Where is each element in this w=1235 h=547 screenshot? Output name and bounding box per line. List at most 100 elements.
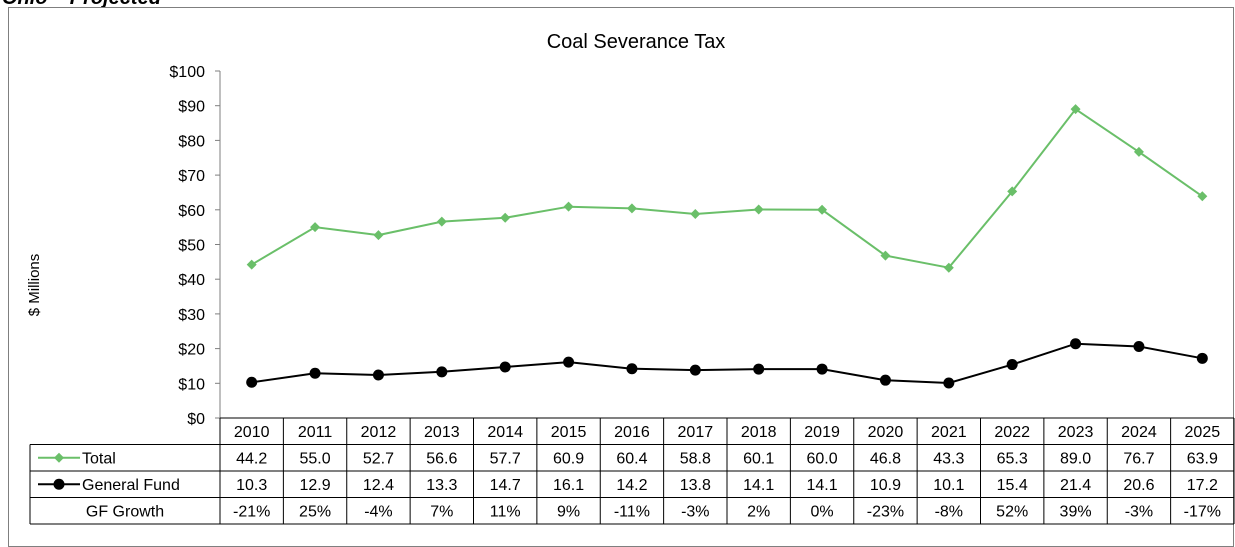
x-category-label: 2015 — [551, 424, 587, 441]
table-cell: 15.4 — [997, 477, 1028, 494]
data-point — [309, 367, 321, 379]
x-category-label: 2017 — [678, 424, 714, 441]
table-cell: -4% — [364, 504, 392, 521]
table-cell: -23% — [867, 504, 904, 521]
data-point — [373, 230, 384, 241]
table-cell: 16.1 — [553, 477, 584, 494]
axes: $0 $10 $20 $30 $40 $50 $60 $70 $80 $90 $100 — [169, 64, 221, 428]
data-point — [753, 204, 764, 215]
table-cell: 63.9 — [1187, 451, 1218, 468]
data-point — [1133, 146, 1144, 157]
legend-marker-diamond — [54, 452, 64, 463]
table-cell: 14.2 — [616, 477, 647, 494]
table-cell: 7% — [430, 504, 453, 521]
table-cell: 12.4 — [363, 477, 394, 494]
table-cell: 52.7 — [363, 451, 394, 468]
y-tick-label: $50 — [178, 238, 205, 255]
y-tick-label: $30 — [178, 307, 205, 324]
table-cell: -11% — [614, 504, 650, 521]
x-category-label: 2013 — [424, 424, 460, 441]
data-point — [563, 356, 575, 368]
table-cell: -17% — [1184, 504, 1221, 521]
x-category-label: 2014 — [487, 424, 523, 441]
y-tick-label: $70 — [178, 168, 205, 185]
page-heading: Ohio – Projected — [2, 0, 161, 10]
data-point — [1007, 186, 1018, 197]
x-category-label: 2011 — [298, 424, 333, 441]
table-cell: 2% — [747, 504, 770, 521]
data-point — [1070, 104, 1081, 115]
data-point — [880, 250, 891, 261]
data-point — [626, 203, 637, 214]
data-point — [690, 208, 701, 219]
y-tick-label: $40 — [178, 272, 205, 289]
table-cell: 60.9 — [553, 451, 584, 468]
data-point — [1196, 352, 1208, 364]
data-point — [879, 374, 891, 386]
x-category-label: 2023 — [1058, 424, 1094, 441]
y-tick-label: $0 — [187, 411, 205, 428]
table-cell: 39% — [1060, 504, 1092, 521]
data-table: 2010 2011 2012 2013 2014 2015 2016 2017 2018 2019… — [29, 417, 1235, 525]
table-cell: 17.2 — [1187, 477, 1218, 494]
table-cell: 10.1 — [933, 477, 964, 494]
data-point — [816, 363, 828, 375]
table-cell: 25% — [299, 504, 331, 521]
y-tick-label: $10 — [178, 376, 205, 393]
data-point — [943, 377, 955, 389]
x-category-label: 2022 — [994, 424, 1030, 441]
data-point — [246, 259, 257, 270]
data-point — [500, 212, 511, 223]
x-category-label: 2024 — [1121, 424, 1157, 441]
x-category-label: 2025 — [1185, 424, 1221, 441]
table-cell: 14.7 — [490, 477, 521, 494]
table-cell: 14.1 — [806, 477, 837, 494]
chart-title: Coal Severance Tax — [547, 31, 726, 53]
data-point — [563, 201, 574, 212]
x-category-label: 2021 — [931, 424, 967, 441]
table-cell: 60.0 — [806, 451, 837, 468]
table-row-label: GF Growth — [86, 504, 164, 521]
x-category-label: 2020 — [868, 424, 904, 441]
table-cell: 76.7 — [1123, 451, 1154, 468]
table-cell: 89.0 — [1060, 451, 1091, 468]
legend-label: Total — [82, 451, 116, 468]
y-tick-label: $90 — [178, 99, 205, 116]
x-category-label: 2016 — [614, 424, 650, 441]
table-cell: -21% — [233, 504, 270, 521]
data-point — [436, 366, 448, 378]
table-cell: 55.0 — [299, 451, 330, 468]
y-tick-label: $20 — [178, 342, 205, 359]
table-cell: 65.3 — [997, 451, 1028, 468]
series-line — [251, 107, 1203, 269]
data-point — [689, 364, 701, 376]
table-cell: 60.4 — [616, 451, 647, 468]
table-cell: 56.6 — [426, 451, 457, 468]
legend-marker-circle — [53, 478, 65, 490]
data-point — [436, 216, 447, 227]
table-cell: 10.9 — [870, 477, 901, 494]
x-category-label: 2012 — [361, 424, 397, 441]
table-cell: 43.3 — [933, 451, 964, 468]
data-point — [246, 376, 258, 388]
data-point — [1006, 359, 1018, 371]
data-point — [1070, 338, 1082, 350]
data-point — [626, 363, 638, 375]
table-cell: 11% — [490, 504, 521, 521]
data-point — [817, 204, 828, 215]
x-category-label: 2019 — [804, 424, 840, 441]
data-point — [1133, 341, 1145, 353]
table-cell: -8% — [935, 504, 963, 521]
table-cell: 57.7 — [490, 451, 521, 468]
table-cell: 13.3 — [426, 477, 457, 494]
table-cell: 9% — [557, 504, 580, 521]
table-cell: 60.1 — [743, 451, 774, 468]
table-cell: 44.2 — [236, 451, 267, 468]
y-tick-label: $80 — [178, 133, 205, 150]
y-tick-label: $60 — [178, 203, 205, 220]
table-cell: 20.6 — [1123, 477, 1154, 494]
table-cell: 0% — [811, 504, 834, 521]
table-cell: -3% — [681, 504, 709, 521]
table-cell: 14.1 — [743, 477, 774, 494]
